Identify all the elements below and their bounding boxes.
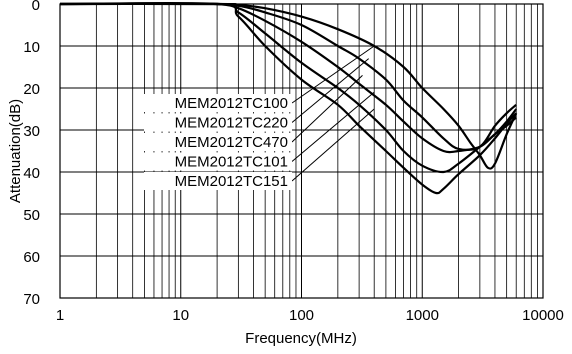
series-label-leader (291, 45, 375, 104)
series-label: MEM2012TC101 (175, 154, 288, 171)
x-axis-label: Frequency(MHz) (245, 330, 357, 347)
series-label-leader (291, 58, 369, 123)
y-axis-label: Attenuation(dB) (7, 99, 24, 203)
series-label: MEM2012TC220 (175, 115, 288, 132)
x-tick-label: 10 (172, 307, 189, 324)
y-tick-label: 10 (23, 39, 40, 56)
x-tick-label: 10000 (522, 307, 564, 324)
tick-labels: 1 10 100 1000 10000 0 10 20 30 40 50 60 70 (23, 0, 564, 324)
series-label-leader (291, 75, 363, 143)
series-label-background (144, 113, 292, 132)
y-tick-label: 70 (23, 291, 40, 308)
y-tick-label: 0 (32, 0, 40, 14)
x-tick-label: 100 (289, 307, 314, 324)
legend-leaders (291, 45, 375, 182)
series-line-mem2012tc151 (59, 1, 518, 195)
series-label-leader (291, 91, 375, 162)
series-label-background (144, 94, 292, 112)
plot-frame (59, 3, 544, 299)
series-label-background (144, 172, 292, 190)
y-tick-label: 50 (23, 207, 40, 224)
series-label: MEM2012TC100 (175, 95, 288, 112)
x-tick-label: 1 (56, 307, 64, 324)
y-tick-label: 40 (23, 165, 40, 182)
series-label-background (144, 133, 292, 151)
series-line-mem2012tc101 (59, 2, 518, 174)
series-lines (59, 1, 518, 195)
y-tick-label: 60 (23, 249, 40, 266)
x-tick-label: 1000 (406, 307, 439, 324)
series-line-mem2012tc100 (59, 2, 518, 170)
series-label: MEM2012TC470 (175, 134, 288, 151)
series-label: MEM2012TC151 (175, 173, 288, 190)
series-label-leader (291, 108, 375, 182)
series-line-mem2012tc220 (59, 2, 517, 151)
series-label-background (144, 152, 292, 171)
y-tick-label: 20 (23, 81, 40, 98)
y-tick-label: 30 (23, 123, 40, 140)
series-labels: MEM2012TC100 MEM2012TC220 MEM2012TC470 MEM2… (144, 94, 292, 190)
